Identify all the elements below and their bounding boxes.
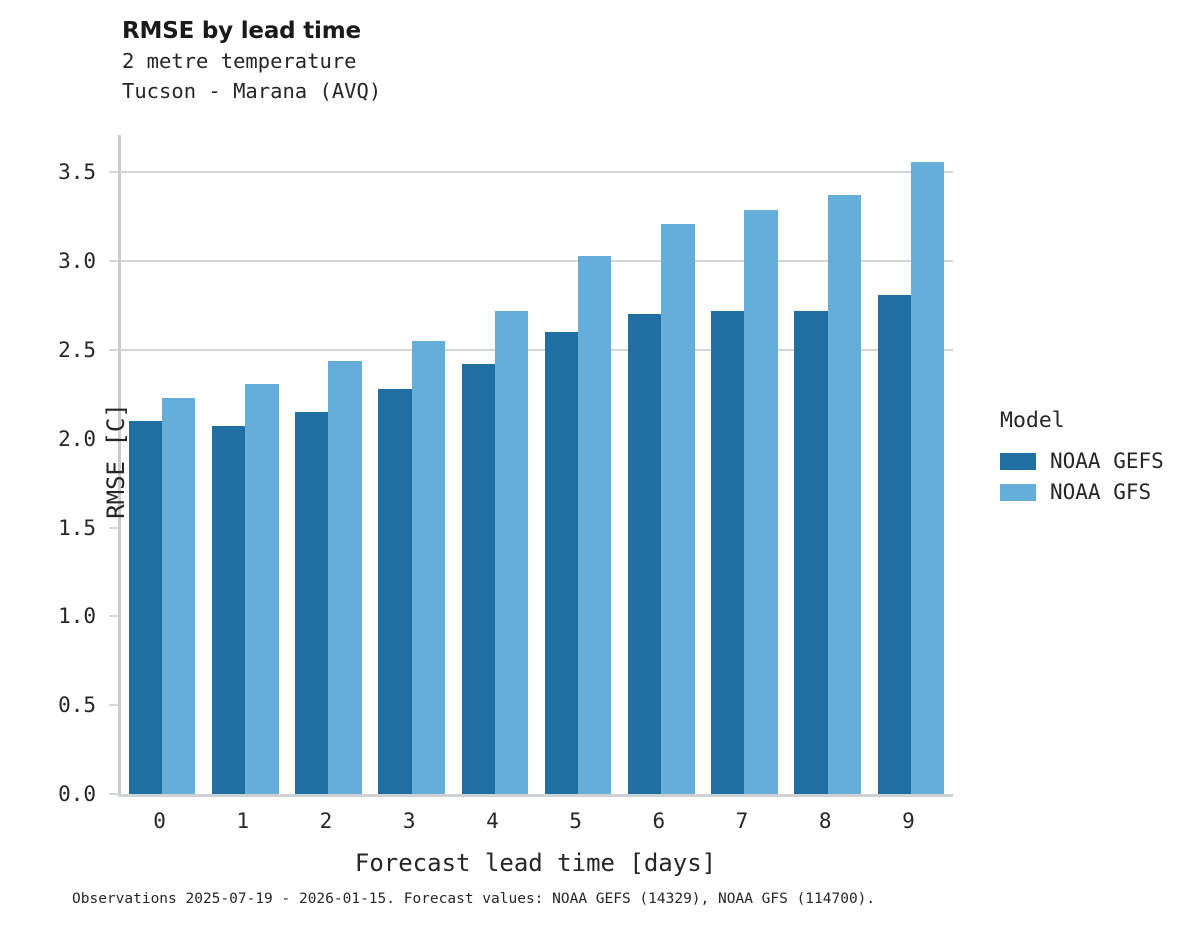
legend-item-label: NOAA GEFS <box>1050 449 1164 473</box>
bars-layer <box>121 135 953 794</box>
bar-noaa-gfs-day-7[interactable] <box>744 209 778 794</box>
x-tick-label: 4 <box>486 809 499 833</box>
legend-title: Model <box>1000 408 1065 433</box>
bar-noaa-gfs-day-5[interactable] <box>578 255 612 794</box>
legend-swatch-icon <box>1000 484 1036 501</box>
y-tick <box>109 437 118 440</box>
bar-noaa-gfs-day-9[interactable] <box>910 161 945 794</box>
bar-noaa-gefs-day-8[interactable] <box>794 310 828 794</box>
y-axis-title: RMSE [C] <box>102 403 130 519</box>
y-tick <box>109 526 118 529</box>
bar-noaa-gfs-day-4[interactable] <box>494 310 529 794</box>
bar-group <box>128 135 196 794</box>
legend-item-noaa-gfs[interactable]: NOAA GFS <box>1000 477 1188 508</box>
bar-noaa-gefs-day-3[interactable] <box>378 389 412 794</box>
gridline <box>120 260 953 263</box>
legend-swatch-icon <box>1000 453 1036 470</box>
bar-noaa-gfs-day-3[interactable] <box>411 341 445 794</box>
y-tick <box>109 171 118 174</box>
y-tick-label: 1.5 <box>58 515 96 540</box>
x-tick-label: 1 <box>236 809 250 833</box>
y-axis-line <box>118 135 121 794</box>
bar-group <box>711 135 778 794</box>
legend-item-label: NOAA GFS <box>1050 480 1152 504</box>
x-tick-label: 2 <box>319 809 333 833</box>
bar-noaa-gefs-day-9[interactable] <box>877 294 911 794</box>
gridline <box>120 348 953 351</box>
bar-noaa-gfs-day-0[interactable] <box>162 397 196 794</box>
legend: Model NOAA GEFS NOAA GFS <box>1000 408 1188 508</box>
bar-group <box>295 135 362 794</box>
y-tick-label: 3.0 <box>58 249 96 274</box>
legend-items: NOAA GEFS NOAA GFS <box>1000 446 1188 508</box>
bar-group <box>378 135 445 794</box>
x-axis-line <box>118 794 953 797</box>
page-title: RMSE by lead time <box>122 18 361 44</box>
bar-noaa-gfs-day-6[interactable] <box>661 223 695 794</box>
bar-group <box>794 135 861 794</box>
y-tick <box>109 348 118 351</box>
x-tick-label: 5 <box>569 809 582 833</box>
bar-noaa-gefs-day-7[interactable] <box>711 310 745 794</box>
y-tick-label: 0.5 <box>58 693 96 718</box>
bar-noaa-gefs-day-1[interactable] <box>212 426 246 794</box>
bar-noaa-gefs-day-5[interactable] <box>544 332 579 794</box>
x-tick-label: 8 <box>818 809 832 833</box>
bar-noaa-gefs-day-0[interactable] <box>128 420 163 794</box>
x-tick-label: 9 <box>902 809 915 833</box>
chart-subtitle-variable: 2 metre temperature <box>122 49 357 73</box>
y-tick-label: 0.0 <box>58 782 96 806</box>
bar-noaa-gfs-day-8[interactable] <box>827 195 861 794</box>
y-tick-label: 2.5 <box>58 337 96 362</box>
x-tick-label: 7 <box>735 809 749 833</box>
gridline <box>120 171 953 174</box>
x-tick-label: 0 <box>153 809 166 833</box>
bar-group <box>544 135 612 794</box>
chart-subtitle-station: Tucson - Marana (AVQ) <box>122 79 382 103</box>
y-tick <box>109 260 118 263</box>
x-axis-title: Forecast lead time [days] <box>354 849 717 877</box>
y-tick <box>109 704 118 707</box>
bar-noaa-gfs-day-1[interactable] <box>245 383 279 794</box>
bar-noaa-gefs-day-2[interactable] <box>295 412 329 794</box>
bar-noaa-gefs-day-4[interactable] <box>461 364 495 794</box>
x-tick-label: 3 <box>402 809 416 833</box>
bar-group <box>212 135 279 794</box>
y-tick <box>109 615 118 618</box>
bar-group <box>461 135 529 794</box>
bar-group <box>628 135 695 794</box>
y-tick-label: 1.0 <box>58 604 96 629</box>
y-tick <box>109 793 118 795</box>
bar-noaa-gfs-day-2[interactable] <box>328 360 362 794</box>
bar-noaa-gefs-day-6[interactable] <box>628 314 662 794</box>
y-tick-label: 2.0 <box>58 426 96 451</box>
plot-area: 0.0 0.5 1.0 1.5 2.0 2.5 3.0 3.5 0 1 2 3 4 5 6 7 8 9 RMSE… <box>58 135 953 877</box>
chart-footer: Observations 2025-07-19 - 2026-01-15. Fo… <box>72 891 876 907</box>
y-tick-label: 3.5 <box>58 160 96 185</box>
bar-group <box>877 135 945 794</box>
legend-item-noaa-gefs[interactable]: NOAA GEFS <box>1000 446 1188 477</box>
x-tick-label: 6 <box>652 809 666 833</box>
chart-header: RMSE by lead time 2 metre temperature Tu… <box>122 16 922 106</box>
